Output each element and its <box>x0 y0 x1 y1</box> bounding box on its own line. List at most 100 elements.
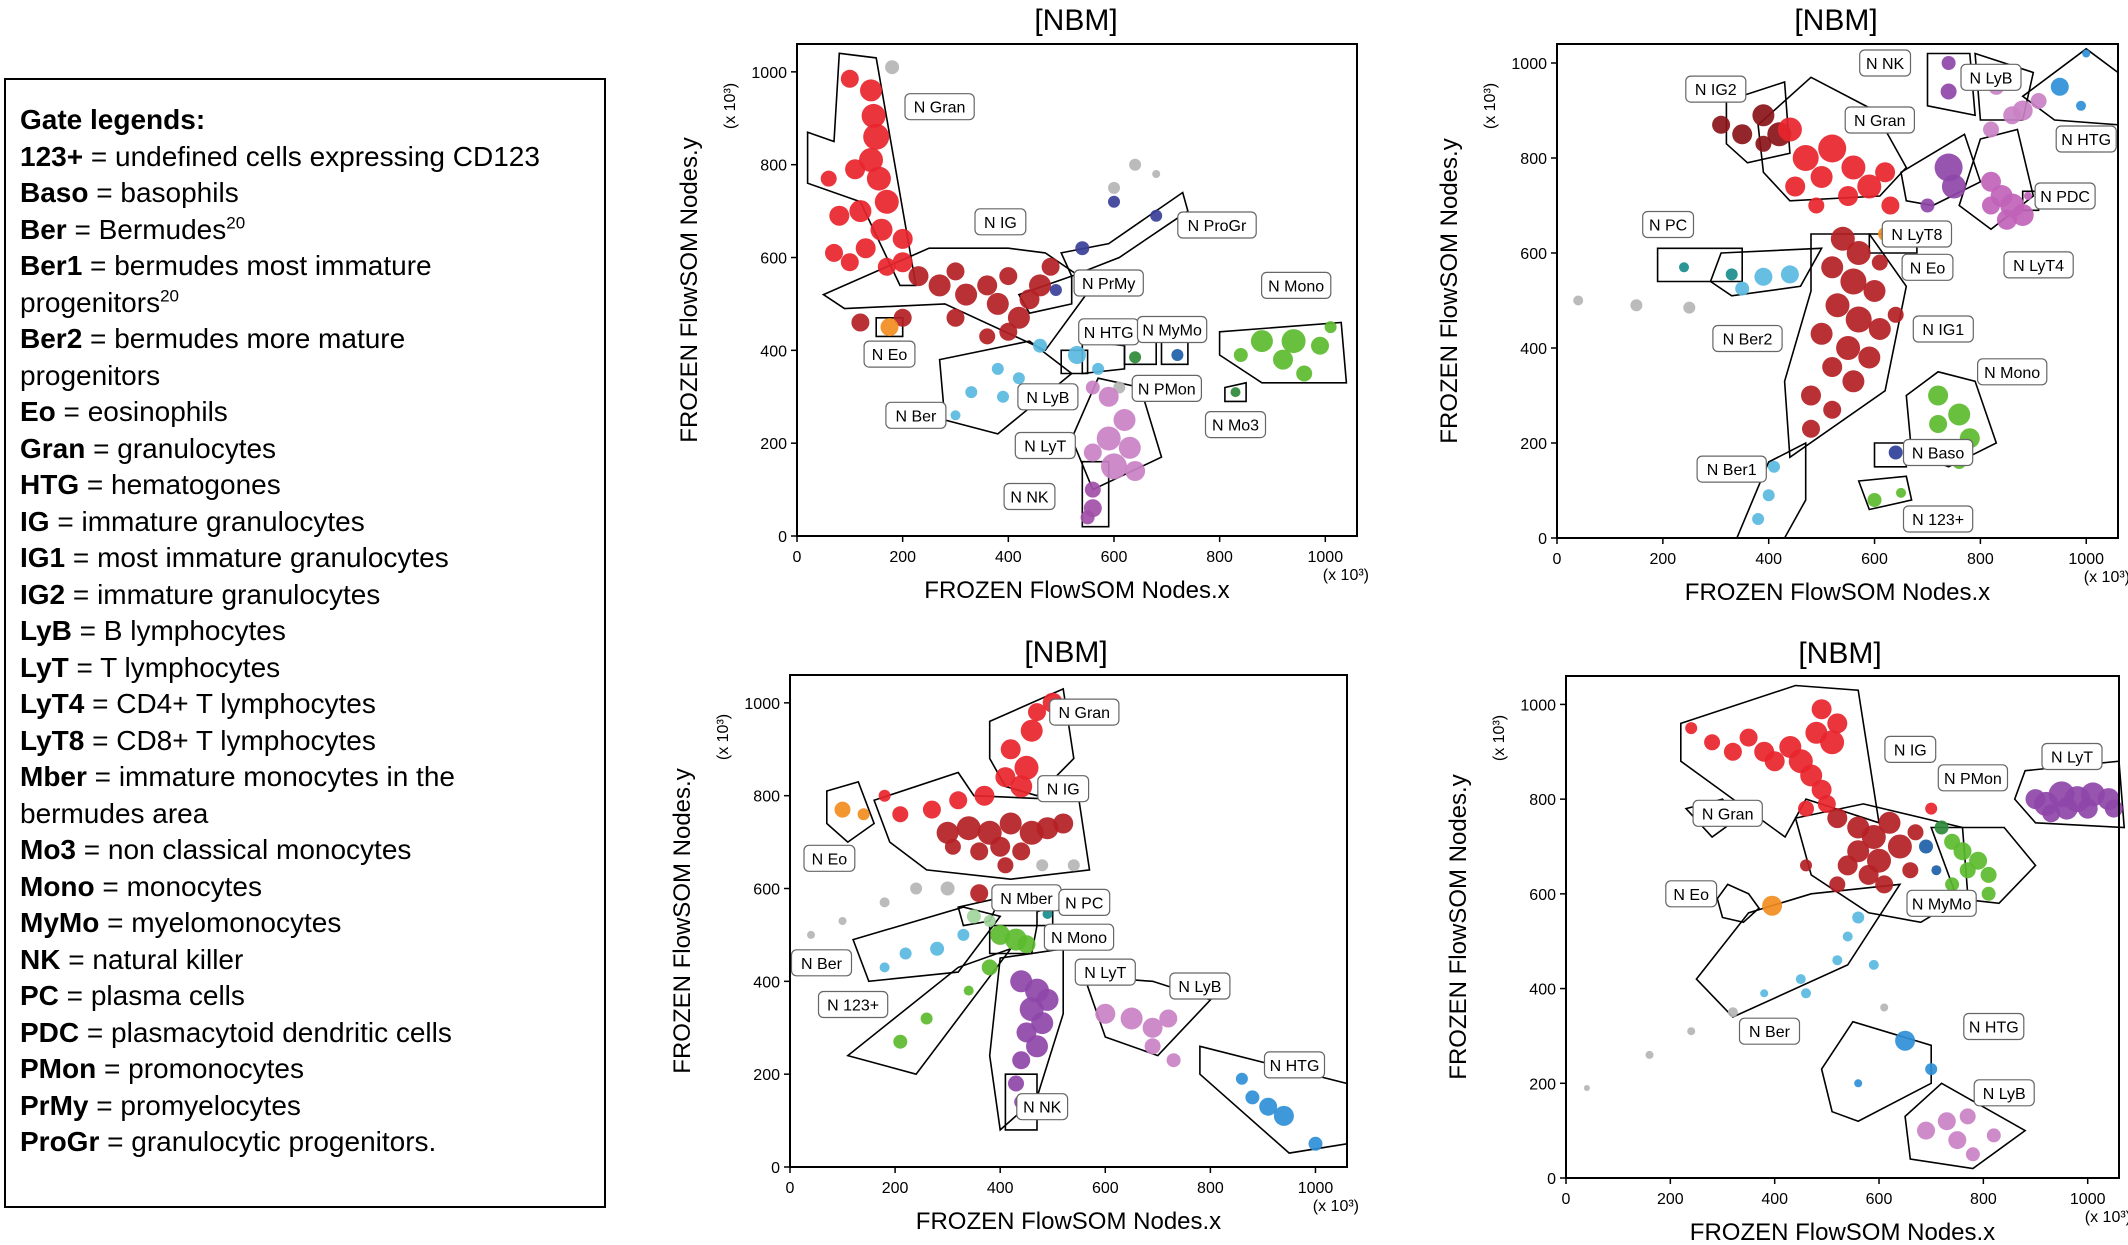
legend-equals: = <box>82 250 115 281</box>
node-point <box>1825 293 1850 318</box>
node-point <box>1171 349 1184 361</box>
gate-polygon <box>1735 441 1807 539</box>
gate-label-text: N Gran <box>1854 113 1906 130</box>
gate-polygon <box>2013 760 2126 829</box>
node-point <box>874 189 899 214</box>
node-point <box>1108 195 1120 208</box>
node-point <box>1308 1136 1323 1151</box>
node-point <box>1996 209 2017 230</box>
gate-label-box <box>1902 505 1974 533</box>
node-point <box>1880 1003 1889 1012</box>
y-unit-label: (x 10³) <box>722 83 739 129</box>
node-point <box>1842 370 1865 393</box>
legend-abbr: Eo <box>20 396 56 427</box>
node-point <box>1857 174 1882 199</box>
node-point <box>863 123 890 150</box>
y-tick-label: 200 <box>1520 436 1547 453</box>
node-point <box>834 801 851 818</box>
node-point <box>1881 196 1900 215</box>
node-point <box>955 283 978 306</box>
chart-title: [NBM] <box>1794 4 1877 37</box>
node-point <box>910 882 923 895</box>
node-point <box>1573 295 1584 306</box>
legend-entry: Ber1 = bermudes most immature <box>20 248 588 285</box>
y-tick-label: 400 <box>1529 982 1556 999</box>
gate-label-box <box>1131 374 1202 402</box>
gate-label-text: N HTG <box>1084 325 1134 342</box>
gate-label-text: N IG <box>1047 782 1080 799</box>
scatter-plot-4: [NBM] N IG N PMon N LyT N Eo N MyMo N Gran N Be… <box>1445 637 2128 1245</box>
node-point <box>820 170 837 187</box>
node-point <box>928 274 951 297</box>
node-point <box>1166 1053 1181 1068</box>
y-tick-label: 1000 <box>1511 56 1547 73</box>
legend-equals: = <box>60 943 93 975</box>
node-point <box>1067 859 1080 872</box>
gate-label-text: N LyT <box>2051 750 2093 767</box>
legend-entry: LyT = T lymphocytes <box>20 650 588 687</box>
gate-label-box <box>1960 63 2022 91</box>
node-point <box>1028 703 1046 722</box>
gate-label-box <box>1976 358 2048 386</box>
legend-entry: HTG = hematogones <box>20 467 588 504</box>
y-tick-label: 0 <box>771 1160 780 1177</box>
x-tick-label: 400 <box>987 1180 1014 1197</box>
node-point <box>1811 779 1832 800</box>
legend-desc: eosinophils <box>87 396 228 427</box>
y-tick-label: 400 <box>760 343 787 360</box>
gate-label-box <box>1859 49 1912 77</box>
gate-label: N MyMo <box>1906 889 1977 917</box>
x-tick-label: 200 <box>882 1180 909 1197</box>
gate-label: N LyB <box>1960 63 2022 91</box>
node-point <box>1036 859 1049 872</box>
node-point <box>1986 1128 2001 1143</box>
node-point <box>1931 865 1942 876</box>
x-axis-label: FROZEN FlowSOM Nodes.x <box>916 1208 1221 1235</box>
node-point <box>1941 56 1956 70</box>
gate-polygon <box>1060 191 1189 278</box>
node-point <box>879 962 890 973</box>
legend-entry: ProGr = granulocytic progenitors. <box>20 1124 588 1161</box>
node-point <box>970 884 989 903</box>
legend-abbr: Ber1 <box>20 250 83 281</box>
legend-desc-continued: progenitors <box>20 286 161 318</box>
gate-label: N PC <box>1642 210 1695 239</box>
gate-label-text: N MyMo <box>1912 896 1972 913</box>
node-point <box>1685 722 1698 735</box>
gate-label-text: N PMon <box>1138 381 1196 398</box>
legend-desc: B lymphocytes <box>103 615 286 646</box>
y-unit-label: (x 10³) <box>715 714 732 760</box>
gate-label: N LyT <box>2041 742 2103 771</box>
gate-polygon <box>852 906 1002 983</box>
gate-label: N Ber2 <box>1712 324 1783 353</box>
node-point <box>1762 489 1775 502</box>
gate-label-box <box>1177 211 1257 239</box>
gate-label-box <box>2003 251 2074 279</box>
gate-label-box <box>1973 1079 2035 1107</box>
y-tick-label: 0 <box>778 529 787 546</box>
legend-equals: = <box>66 213 99 245</box>
x-axis-label: FROZEN FlowSOM Nodes.x <box>924 577 1229 604</box>
gate-polygon <box>1757 76 1908 202</box>
node-point <box>893 308 912 327</box>
node-point <box>930 941 945 956</box>
gate-label: N Gran <box>1692 799 1763 827</box>
gate-label-text: N IG2 <box>1695 82 1737 99</box>
gate-label: N Ber <box>885 401 947 429</box>
node-point <box>1752 513 1765 525</box>
node-point <box>1818 134 1847 163</box>
legend-equals: = <box>85 432 118 464</box>
chart-title: [NBM] <box>1798 637 1881 670</box>
gate-label-box <box>2055 125 2117 153</box>
node-point <box>1092 362 1105 375</box>
y-tick-label: 800 <box>1520 151 1547 168</box>
legend-equals: = <box>55 396 88 427</box>
y-tick-label: 0 <box>1547 1171 1556 1188</box>
node-point <box>1837 855 1858 876</box>
node-point <box>1029 274 1051 297</box>
node-point <box>1925 802 1938 815</box>
legend-ref: 20 <box>226 213 246 233</box>
legend-abbr: Mo3 <box>20 834 76 865</box>
node-point <box>1822 357 1843 377</box>
legend-desc: CD4+ T lymphocytes <box>116 688 376 719</box>
